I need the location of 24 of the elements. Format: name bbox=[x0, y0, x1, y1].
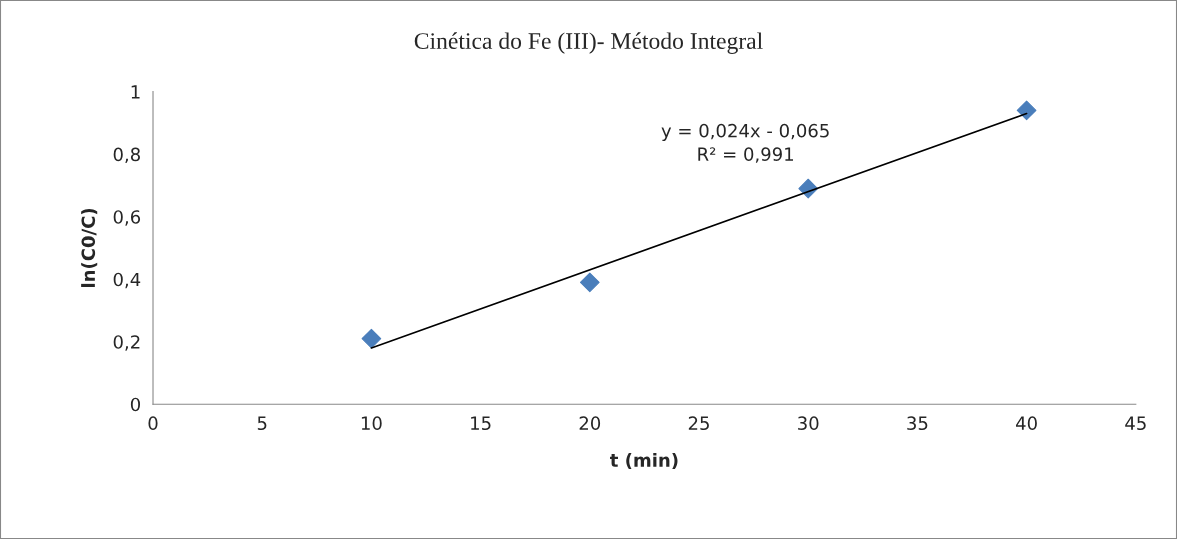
y-tick-label: 0 bbox=[130, 397, 141, 412]
x-tick-label: 15 bbox=[471, 416, 491, 431]
x-tick-label: 45 bbox=[1125, 416, 1146, 431]
point bbox=[579, 272, 600, 293]
y-tick-label: 1 bbox=[131, 85, 140, 99]
annotation: y = 0,024x - 0,065 bbox=[661, 123, 829, 142]
x-tick-label: 35 bbox=[907, 416, 928, 431]
y-tick-label: 0,4 bbox=[113, 272, 141, 289]
point bbox=[361, 328, 382, 349]
x-tick-label: 25 bbox=[688, 416, 709, 431]
annotation: R² = 0,991 bbox=[698, 147, 794, 163]
x-tick-label: 20 bbox=[579, 416, 601, 431]
y-axis-title: ln(C0/C) bbox=[81, 208, 98, 288]
y-tick-label: 0,2 bbox=[113, 335, 140, 351]
x-tick-label: 40 bbox=[1016, 416, 1037, 431]
y-tick-label: 0,8 bbox=[113, 147, 140, 164]
y-tick-label: 0,6 bbox=[113, 210, 141, 226]
x-tick-label: 5 bbox=[257, 416, 267, 431]
x-tick-label: 0 bbox=[148, 416, 158, 431]
chart-title: Cinética do Fe (III)- Método Integral bbox=[414, 32, 763, 54]
x-tick-label: 30 bbox=[798, 416, 819, 431]
point bbox=[1016, 100, 1037, 121]
x-tick-label: 10 bbox=[361, 416, 382, 431]
x-axis-title: t (min) bbox=[610, 452, 678, 470]
